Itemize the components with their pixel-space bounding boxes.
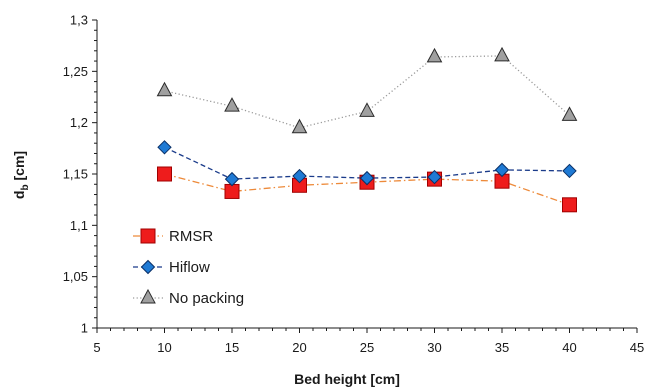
data-point-no-packing — [156, 81, 173, 97]
x-tick-label: 25 — [360, 340, 374, 355]
y-tick-label: 1 — [81, 321, 88, 336]
x-tick-label: 35 — [495, 340, 509, 355]
y-axis-title-main: d — [11, 191, 27, 200]
data-point-no-packing — [291, 118, 308, 134]
legend-marker-rmsr — [140, 228, 156, 244]
y-tick-label: 1,25 — [63, 64, 88, 79]
data-point-no-packing — [359, 102, 375, 117]
ticks: 1 1,05 1,1 1,15 1,2 1,25 1,3 5 10 15 20 25 30 35 40 45 — [63, 13, 645, 356]
x-tick-label: 10 — [157, 340, 171, 355]
data-point-hiflow — [157, 140, 172, 155]
data-point-no-packing — [494, 46, 510, 62]
legend-label-rmsr: RMSR — [169, 228, 213, 245]
x-axis-title: Bed height [cm] — [294, 371, 400, 387]
y-axis-title-subscript: b — [20, 184, 31, 190]
y-tick-label: 1,15 — [63, 167, 88, 182]
data-point-hiflow — [427, 169, 442, 185]
data-point-no-packing — [561, 106, 578, 121]
data-point-rmsr — [562, 197, 577, 213]
x-tick-label: 45 — [630, 340, 644, 355]
x-tick-label: 30 — [427, 340, 441, 355]
data-point-no-packing — [426, 47, 443, 63]
legend-marker-hiflow — [140, 259, 156, 275]
series-markers — [156, 46, 578, 213]
legend-label-hiflow: Hiflow — [169, 259, 210, 276]
x-tick-label: 5 — [93, 340, 100, 355]
y-tick-label: 1,2 — [70, 115, 88, 130]
data-point-rmsr — [224, 183, 240, 199]
data-point-hiflow — [562, 163, 577, 179]
legend-marker-no-packing — [140, 288, 156, 304]
y-tick-label: 1,1 — [70, 218, 88, 233]
legend-label-no-packing: No packing — [169, 290, 244, 307]
data-point-no-packing — [224, 97, 240, 112]
x-tick-label: 15 — [225, 340, 239, 355]
data-point-hiflow — [292, 168, 307, 184]
y-axis-title-unit: [cm] — [11, 151, 27, 184]
data-point-hiflow — [359, 170, 375, 186]
x-tick-label: 40 — [562, 340, 576, 355]
series-line-no-packing — [164, 55, 570, 129]
y-axis-title: db [cm] — [11, 151, 31, 199]
data-point-hiflow — [494, 162, 510, 178]
data-point-hiflow — [224, 171, 240, 187]
x-tick-label: 20 — [292, 340, 306, 355]
y-tick-label: 1,3 — [70, 13, 88, 28]
data-point-rmsr — [157, 166, 172, 182]
legend: RMSR Hiflow No packing — [133, 228, 244, 307]
y-tick-label: 1,05 — [63, 269, 88, 284]
